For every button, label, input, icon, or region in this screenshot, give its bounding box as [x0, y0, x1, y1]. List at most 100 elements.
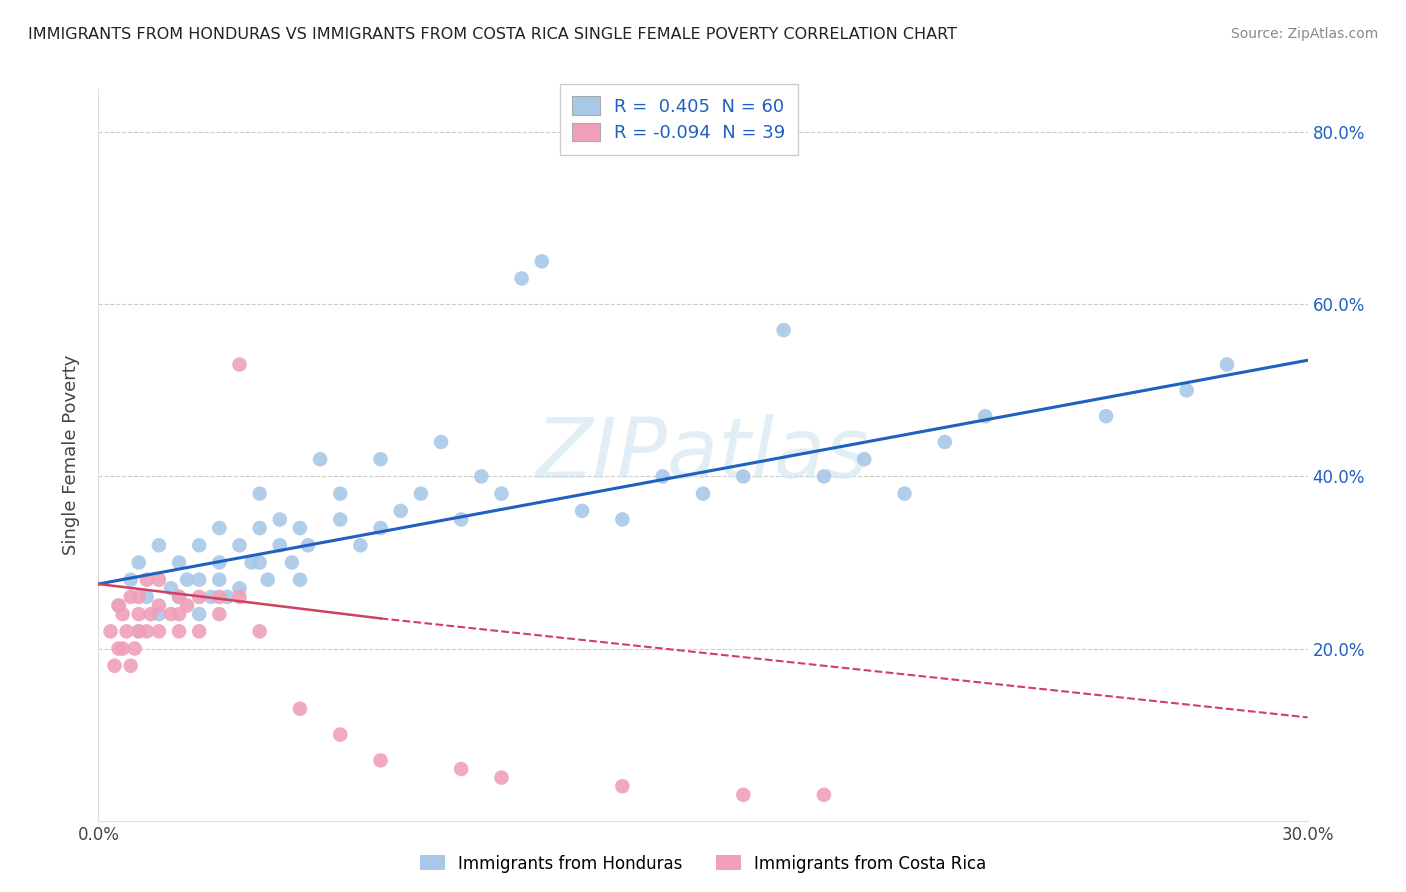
- Point: [228, 358, 250, 372]
- Point: [217, 590, 239, 604]
- Point: [176, 599, 198, 613]
- Point: [249, 556, 271, 570]
- Point: [135, 573, 157, 587]
- Point: [409, 486, 432, 500]
- Point: [733, 469, 755, 483]
- Point: [228, 538, 250, 552]
- Point: [208, 556, 231, 570]
- Point: [128, 624, 150, 639]
- Text: ZIPatlas: ZIPatlas: [536, 415, 870, 495]
- Point: [249, 521, 271, 535]
- Point: [772, 323, 794, 337]
- Point: [370, 452, 392, 467]
- Legend: R =  0.405  N = 60, R = -0.094  N = 39: R = 0.405 N = 60, R = -0.094 N = 39: [560, 84, 797, 155]
- Point: [612, 512, 634, 526]
- Point: [135, 590, 157, 604]
- Point: [148, 599, 170, 613]
- Point: [167, 590, 190, 604]
- Point: [612, 779, 634, 793]
- Point: [188, 590, 211, 604]
- Point: [188, 607, 211, 621]
- Point: [470, 469, 492, 483]
- Point: [111, 607, 134, 621]
- Point: [491, 771, 513, 785]
- Point: [450, 512, 472, 526]
- Point: [1095, 409, 1118, 424]
- Point: [249, 486, 271, 500]
- Point: [228, 582, 250, 596]
- Point: [120, 573, 142, 587]
- Legend: Immigrants from Honduras, Immigrants from Costa Rica: Immigrants from Honduras, Immigrants fro…: [413, 848, 993, 880]
- Point: [148, 538, 170, 552]
- Point: [188, 624, 211, 639]
- Point: [208, 590, 231, 604]
- Point: [1175, 384, 1198, 398]
- Point: [491, 486, 513, 500]
- Point: [288, 573, 311, 587]
- Point: [269, 512, 291, 526]
- Point: [100, 624, 122, 639]
- Point: [370, 521, 392, 535]
- Point: [128, 624, 150, 639]
- Point: [281, 556, 304, 570]
- Point: [297, 538, 319, 552]
- Point: [651, 469, 673, 483]
- Point: [188, 538, 211, 552]
- Point: [111, 641, 134, 656]
- Point: [370, 753, 392, 767]
- Point: [813, 469, 835, 483]
- Point: [139, 607, 162, 621]
- Point: [135, 624, 157, 639]
- Point: [115, 624, 138, 639]
- Point: [167, 556, 190, 570]
- Point: [288, 702, 311, 716]
- Point: [208, 607, 231, 621]
- Point: [733, 788, 755, 802]
- Point: [349, 538, 371, 552]
- Point: [813, 788, 835, 802]
- Point: [269, 538, 291, 552]
- Point: [974, 409, 997, 424]
- Point: [249, 624, 271, 639]
- Point: [188, 573, 211, 587]
- Point: [167, 624, 190, 639]
- Point: [510, 271, 533, 285]
- Point: [128, 556, 150, 570]
- Point: [389, 504, 412, 518]
- Point: [107, 599, 129, 613]
- Point: [228, 590, 250, 604]
- Point: [288, 521, 311, 535]
- Point: [148, 624, 170, 639]
- Point: [160, 582, 183, 596]
- Point: [208, 573, 231, 587]
- Point: [120, 658, 142, 673]
- Point: [208, 521, 231, 535]
- Point: [120, 590, 142, 604]
- Point: [692, 486, 714, 500]
- Point: [128, 590, 150, 604]
- Point: [200, 590, 222, 604]
- Point: [934, 435, 956, 450]
- Point: [160, 607, 183, 621]
- Point: [124, 641, 146, 656]
- Point: [1216, 358, 1239, 372]
- Point: [309, 452, 332, 467]
- Point: [329, 486, 352, 500]
- Text: Source: ZipAtlas.com: Source: ZipAtlas.com: [1230, 27, 1378, 41]
- Point: [240, 556, 263, 570]
- Y-axis label: Single Female Poverty: Single Female Poverty: [62, 355, 80, 555]
- Point: [893, 486, 915, 500]
- Point: [107, 599, 129, 613]
- Point: [103, 658, 125, 673]
- Point: [853, 452, 876, 467]
- Point: [256, 573, 278, 587]
- Point: [430, 435, 453, 450]
- Text: IMMIGRANTS FROM HONDURAS VS IMMIGRANTS FROM COSTA RICA SINGLE FEMALE POVERTY COR: IMMIGRANTS FROM HONDURAS VS IMMIGRANTS F…: [28, 27, 957, 42]
- Point: [148, 573, 170, 587]
- Point: [571, 504, 593, 518]
- Point: [329, 512, 352, 526]
- Point: [176, 573, 198, 587]
- Point: [167, 607, 190, 621]
- Point: [167, 590, 190, 604]
- Point: [148, 607, 170, 621]
